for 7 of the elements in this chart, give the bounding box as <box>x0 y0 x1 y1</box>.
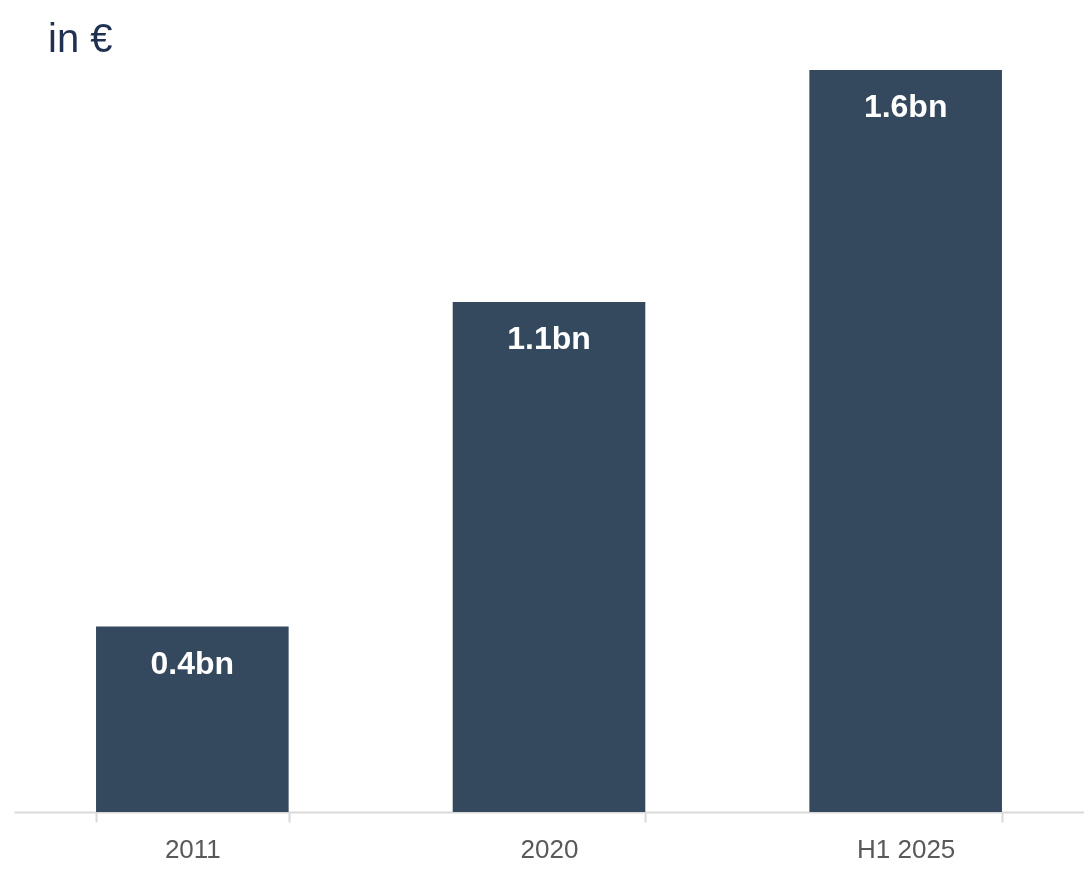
chart-title: in € <box>48 16 113 60</box>
data-label: 1.6bn <box>863 88 948 124</box>
x-tick-label: 2011 <box>164 833 221 864</box>
x-tick-label: 2020 <box>520 833 579 864</box>
data-label: 1.1bn <box>507 319 591 356</box>
data-label: 0.4bn <box>150 644 235 681</box>
x-tick-label: H1 2025 <box>857 833 956 864</box>
